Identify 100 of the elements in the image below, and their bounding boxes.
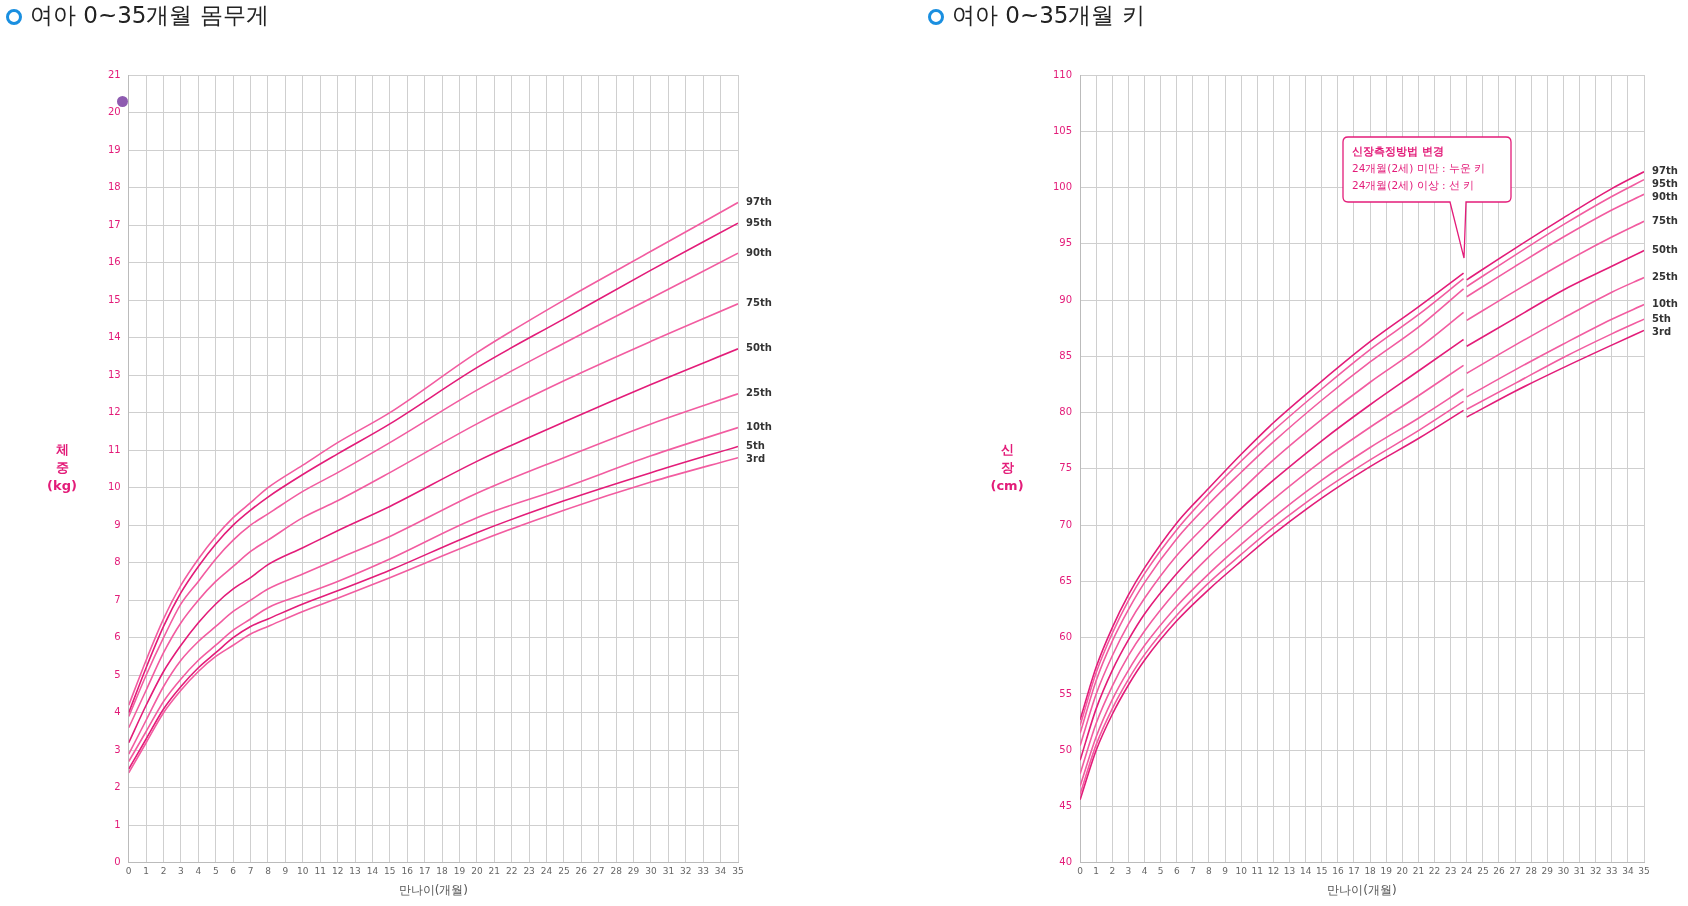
x-tick-label: 32 [1589,865,1602,876]
x-tick-label: 35 [732,865,744,876]
series-label: 5th [1652,312,1671,324]
y-tick-label: 14 [107,331,121,343]
x-tick-label: 7 [247,865,254,876]
y-tick-label: 4 [114,706,121,718]
x-tick-label: 19 [453,865,466,876]
x-tick-label: 16 [1332,865,1344,876]
y-tick-label: 5 [114,668,121,680]
y-tick-label: 19 [107,143,121,155]
series-label: 10th [746,421,772,433]
x-tick-label: 21 [1412,865,1425,876]
x-tick-label: 1 [1093,865,1100,876]
x-tick-label: 13 [349,865,361,876]
x-tick-label: 30 [645,865,657,876]
x-tick-label: 22 [1428,865,1441,876]
x-tick-label: 22 [505,865,518,876]
y-tick-label: 6 [114,631,121,643]
y-axis-title: 신 장 (cm) [990,442,1024,494]
y-tick-label: 105 [1052,124,1073,136]
y-tick-label: 18 [107,181,121,193]
x-tick-label: 29 [627,865,640,876]
x-tick-label: 6 [1173,865,1180,876]
y-tick-label: 2 [114,781,121,793]
x-tick-label: 28 [610,865,623,876]
y-tick-label: 21 [107,68,121,80]
y-tick-label: 65 [1059,575,1073,587]
y-tick-label: 40 [1059,856,1073,868]
x-tick-label: 25 [1477,865,1489,876]
y-tick-label: 90 [1059,293,1073,305]
x-tick-label: 10 [1235,865,1248,876]
x-tick-label: 30 [1557,865,1570,876]
y-tick-label: 16 [107,256,121,268]
x-tick-label: 24 [1461,865,1473,876]
annotation: 신장측정방법 변경 24개월(2세) 미만 : 누운 키 24개월(2세) 이상 : 선 키 [1352,144,1486,193]
x-tick-label: 3 [178,865,184,876]
x-tick-label: 0 [125,865,132,876]
x-tick-label: 35 [1638,865,1650,876]
series-label: 97th [1652,165,1678,177]
series-label: 3rd [1652,325,1672,337]
y-tick-label: 100 [1052,181,1073,193]
x-tick-label: 28 [1525,865,1538,876]
y-tick-label: 1 [114,818,121,830]
x-tick-label: 27 [593,865,605,876]
x-tick-label: 7 [1190,865,1196,876]
y-tick-label: 45 [1059,800,1073,812]
x-axis-title: 만나이(개월) [1327,882,1397,897]
y-tick-label: 15 [107,293,121,305]
series-label: 75th [1652,214,1678,226]
y-tick-label: 95 [1059,237,1073,249]
x-tick-label: 25 [558,865,570,876]
x-tick-label: 33 [1606,865,1618,876]
series-label: 90th [746,246,772,258]
x-tick-label: 0 [1077,865,1084,876]
x-tick-label: 3 [1125,865,1132,876]
y-tick-label: 20 [107,106,121,118]
y-tick-label: 50 [1059,743,1073,755]
x-tick-label: 14 [1299,865,1312,876]
x-tick-label: 8 [265,865,272,876]
y-tick-label: 13 [107,368,121,380]
x-tick-label: 34 [1622,865,1634,876]
x-tick-label: 31 [1573,865,1586,876]
series-label: 5th [746,439,765,451]
x-tick-label: 23 [523,865,535,876]
x-tick-label: 17 [418,865,431,876]
y-tick-label: 9 [114,518,121,530]
x-axis-title: 만나이(개월) [398,882,469,897]
x-tick-label: 21 [488,865,501,876]
series-label: 25th [1652,271,1678,283]
y-axis-title: 체 중 (kg) [47,442,77,494]
chart-title: 여아 0~35개월 몸무게 [30,1,269,30]
series-label: 50th [1652,244,1678,256]
x-tick-label: 32 [680,865,692,876]
x-tick-label: 8 [1206,865,1213,876]
series-label: 3rd [746,452,766,464]
x-tick-label: 11 [314,865,326,876]
x-tick-label: 23 [1444,865,1457,876]
x-tick-label: 34 [714,865,727,876]
x-tick-label: 13 [1283,865,1296,876]
x-tick-label: 1 [143,865,149,876]
x-tick-label: 27 [1509,865,1521,876]
x-tick-label: 26 [1493,865,1505,876]
y-tick-label: 11 [107,443,121,455]
x-tick-label: 20 [471,865,483,876]
x-tick-label: 12 [331,865,344,876]
series-label: 95th [1652,178,1678,190]
y-tick-label: 75 [1059,462,1073,474]
y-tick-label: 7 [114,593,121,605]
y-tick-label: 0 [114,856,121,868]
x-tick-label: 31 [662,865,675,876]
series-label: 95th [746,216,772,228]
x-tick-label: 6 [230,865,237,876]
x-tick-label: 33 [697,865,709,876]
y-tick-label: 17 [107,218,121,230]
x-tick-label: 18 [436,865,449,876]
y-tick-label: 8 [114,556,121,568]
x-tick-label: 5 [1157,865,1164,876]
x-tick-label: 17 [1348,865,1360,876]
x-tick-label: 19 [1380,865,1393,876]
x-tick-label: 26 [575,865,588,876]
